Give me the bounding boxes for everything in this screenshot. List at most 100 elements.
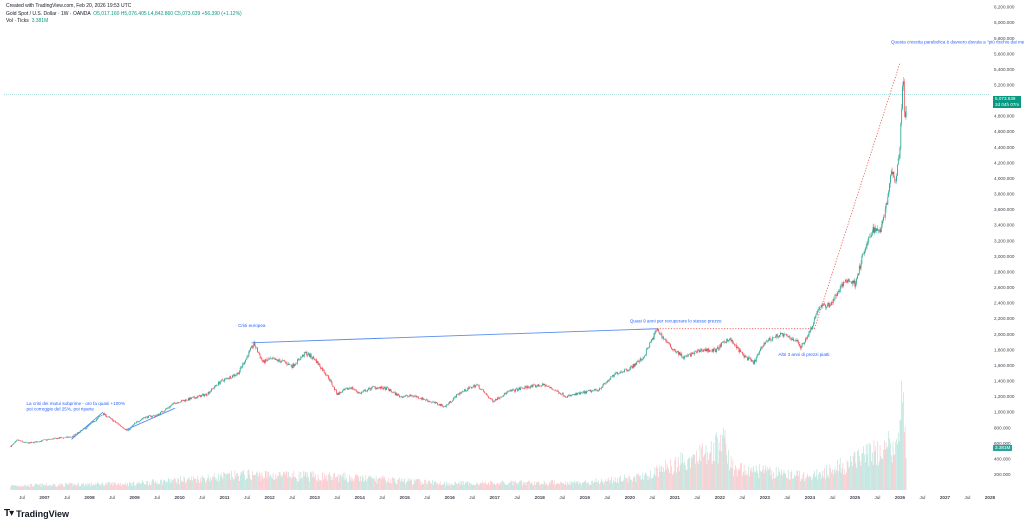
volume-bar [601,479,602,490]
candle-body [655,333,656,334]
volume-bar [291,479,292,490]
candle-body [576,393,577,395]
volume-bar [87,486,88,490]
volume-bar [23,486,24,490]
volume-bar [874,451,875,490]
volume-bar [112,482,113,490]
candle-body [490,398,491,399]
volume-bar [896,439,897,490]
volume-bar [307,477,308,490]
candle-body [53,439,54,440]
candle-body [249,350,250,352]
volume-bar [728,450,729,490]
candle-body [435,402,436,403]
candle-body [184,400,185,401]
volume-bar [643,480,644,490]
candle-body [617,372,618,374]
trendline[interactable] [252,329,657,343]
candle-body [662,334,663,338]
candle-body [455,396,456,397]
volume-bar [885,450,886,490]
volume-bar [157,482,158,490]
volume-bar [391,478,392,490]
candle-body [482,389,483,390]
volume-bar [424,480,425,490]
candle-body [718,347,719,349]
candle-body [367,390,368,391]
volume-bar [514,482,515,490]
candle-body [878,230,879,231]
volume-bar [726,444,727,490]
candle-body [454,397,455,399]
y-tick-label: 5,400.000 [994,67,1015,72]
candle-body [777,334,778,335]
x-tick-label: 2007 [39,495,50,500]
x-tick-label: 2009 [129,495,140,500]
candle-body [263,360,264,362]
volume-bar [654,474,655,490]
candle-body [814,319,815,323]
chart-annotation[interactable]: Quasi 9 anni per recuperare lo stesso pr… [630,319,722,324]
volume-bar [597,483,598,490]
candle-body [258,352,259,353]
volume-bar [841,473,842,490]
candle-body [510,390,511,391]
chart-annotation[interactable]: Crisi europea [238,323,266,328]
candle-body [359,392,360,393]
candle-body [320,364,321,367]
candle-body [339,392,340,394]
tradingview-brand[interactable]: T▾ TradingView [4,508,69,519]
candle-body [439,404,440,405]
candle-body [871,235,872,237]
candle-body [817,310,818,313]
candle-body [862,256,863,263]
volume-bar [815,477,816,490]
symbol-name[interactable]: Gold Spot / U.S. Dollar · 1W · OANDA [6,11,90,17]
candle-body [63,438,64,439]
candle-body [404,396,405,397]
volume-bar [340,474,341,490]
trendline[interactable] [126,408,176,430]
candle-body [832,302,833,303]
volume-bar [667,464,668,490]
volume-bar [831,472,832,490]
volume-bar [865,462,866,490]
chart-annotation[interactable]: La crisi dei mutui subprime - oro fa qua… [27,401,125,406]
volume-bar [156,484,157,490]
volume-bar [324,473,325,490]
volume-bar [511,480,512,490]
volume-bar [128,486,129,490]
volume-bar [21,486,22,490]
candle-body [318,361,319,364]
volume-bar [630,479,631,490]
candle-body [380,387,381,389]
volume-bar [436,481,437,490]
volume-bar [868,443,869,490]
chart-annotation[interactable]: poi correggie del 25%, poi riparte [27,407,95,412]
volume-bar [370,477,371,490]
volume-bar [456,484,457,490]
candle-body [450,401,451,402]
x-tick-label: Jul [199,495,205,500]
volume-bar [801,478,802,490]
candle-body [721,343,722,347]
volume-bar [401,479,402,490]
candle-body [592,390,593,391]
volume-bar [126,482,127,490]
candle-body [559,393,560,394]
dotted-trendline[interactable] [814,63,900,329]
candle-body [503,395,504,396]
volume-bar [392,477,393,490]
volume-bar [382,477,383,490]
trendline[interactable] [72,412,104,439]
volume-bar [457,484,458,490]
candle-body [883,217,884,221]
candle-body [287,363,288,365]
x-tick-label: 2011 [220,495,230,500]
candle-body [245,360,246,363]
volume-bar [724,438,725,490]
candle-body [208,392,209,395]
chart-annotation[interactable]: Altri 3 anni di prezzi piatti [778,352,829,357]
